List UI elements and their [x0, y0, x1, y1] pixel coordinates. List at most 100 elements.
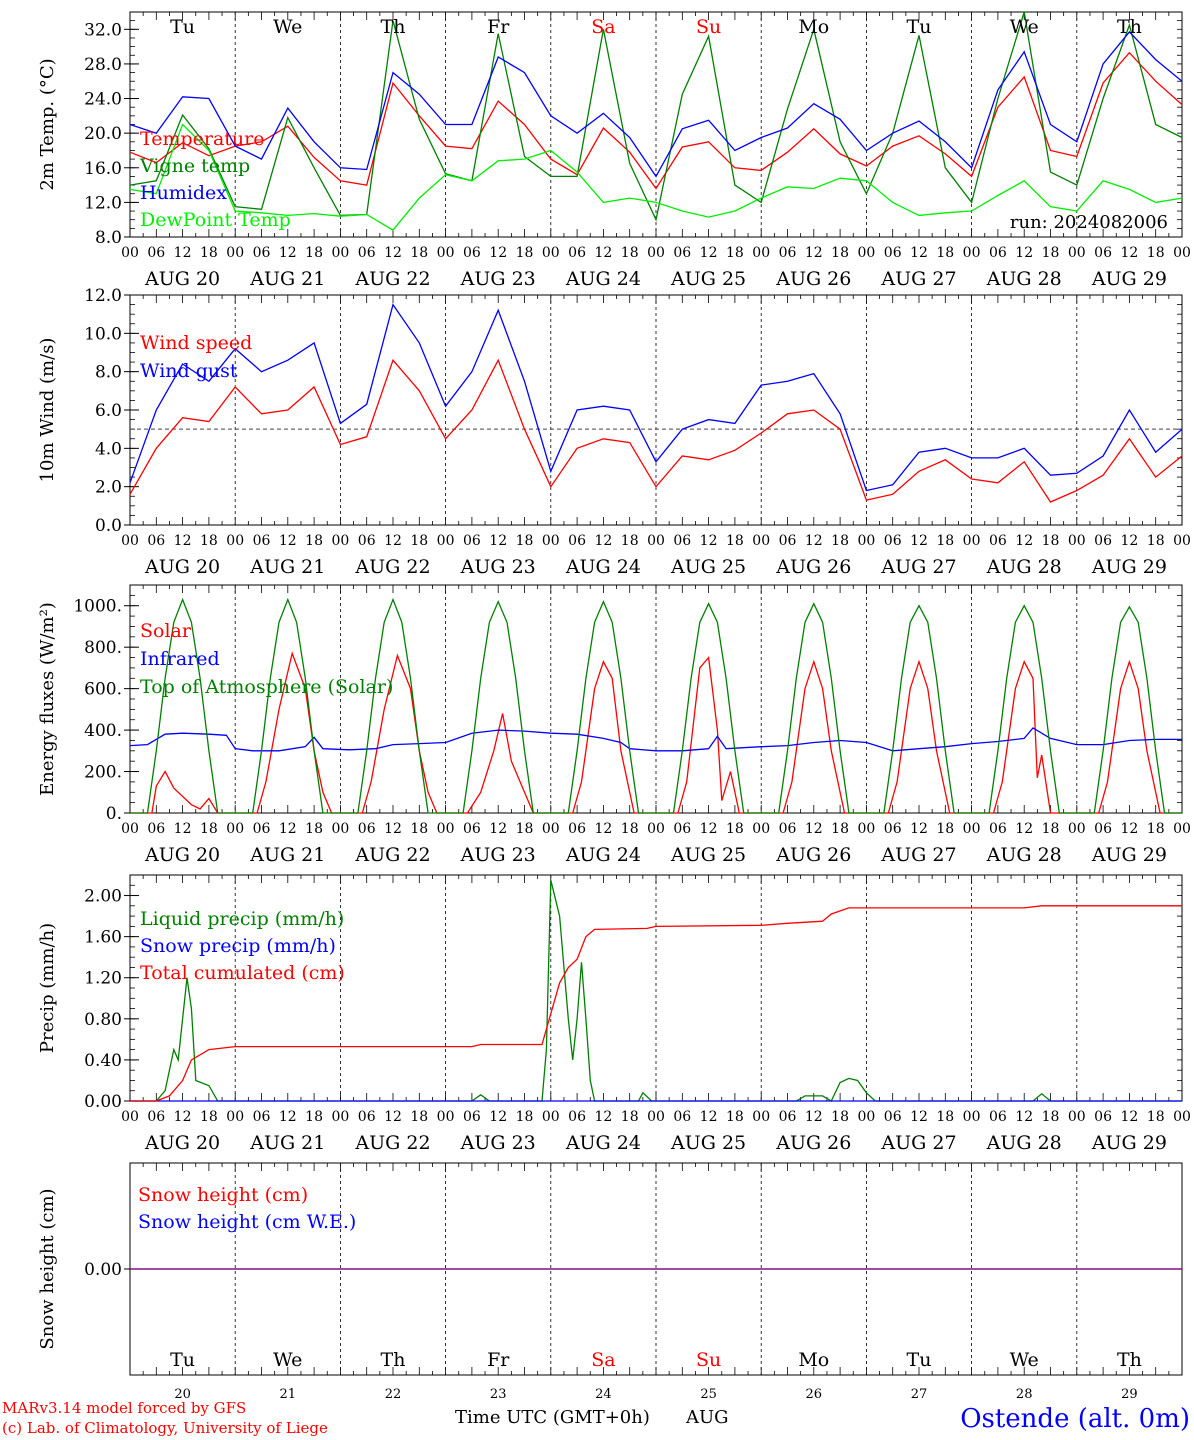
date-label: AUG 21	[249, 844, 325, 866]
date-label: AUG 26	[775, 556, 851, 578]
x-tick-label: 12	[174, 245, 192, 261]
x-tick-label: 18	[410, 533, 428, 549]
x-tick-label: 12	[910, 533, 928, 549]
x-tick-label: 00	[963, 245, 981, 261]
x-tick-label: 12	[1015, 533, 1033, 549]
day-name: Tu	[907, 1349, 932, 1371]
x-tick-label: 06	[884, 533, 902, 549]
x-tick-label: 12	[489, 245, 507, 261]
legend-entry: Snow height (cm W.E.)	[138, 1211, 356, 1233]
y-tick-label: 20.0	[84, 124, 122, 144]
x-tick-label: 06	[358, 533, 376, 549]
date-label: AUG 20	[144, 556, 220, 578]
x-tick-label: 00	[857, 821, 875, 837]
x-tick-label: 00	[647, 1109, 665, 1125]
x-tick-label: 18	[200, 821, 218, 837]
legend-entry: Top of Atmosphere (Solar)	[140, 676, 393, 698]
x-tick-label: 00	[647, 821, 665, 837]
day-name: We	[273, 16, 302, 38]
x-tick-label: 12	[1015, 821, 1033, 837]
x-tick-label: 00	[121, 1109, 139, 1125]
x-tick-label: 00	[752, 821, 770, 837]
y-tick-label: 1.20	[84, 969, 122, 989]
y-axis-label: 10m Wind (m/s)	[37, 338, 58, 483]
x-tick-label: 18	[936, 245, 954, 261]
x-tick-label: 00	[1068, 821, 1086, 837]
date-label: AUG 20	[144, 844, 220, 866]
day-number: 28	[1016, 1387, 1033, 1402]
x-tick-label: 18	[516, 821, 534, 837]
date-label: AUG 24	[565, 844, 641, 866]
x-tick-label: 06	[884, 1109, 902, 1125]
date-label: AUG 25	[670, 268, 746, 290]
x-tick-label: 18	[200, 533, 218, 549]
x-tick-label: 12	[174, 821, 192, 837]
x-tick-label: 06	[253, 533, 271, 549]
x-tick-label: 18	[410, 1109, 428, 1125]
date-label: AUG 20	[144, 268, 220, 290]
legend-entry: Temperature	[140, 128, 264, 150]
date-label: AUG 22	[354, 268, 430, 290]
x-tick-label: 12	[594, 1109, 612, 1125]
panel-2: 0.0 2.0 4.0 6.0 8.0 10.0 12.0 10m Wind (m/s) Win…	[37, 286, 1191, 578]
x-tick-label: 06	[779, 1109, 797, 1125]
day-name: Fr	[487, 16, 510, 38]
x-tick-label: 12	[805, 821, 823, 837]
legend-entry: Liquid precip (mm/h)	[140, 908, 344, 930]
date-label: AUG 23	[460, 556, 536, 578]
x-tick-label: 18	[305, 1109, 323, 1125]
x-tick-label: 18	[726, 533, 744, 549]
series-line	[129, 358, 1183, 503]
x-tick-label: 00	[542, 1109, 560, 1125]
series-line	[130, 879, 1182, 1102]
panel-1: 8.0 12.0 16.0 20.0 24.0 28.0 32.0 2m Temp. (°C)…	[37, 11, 1191, 290]
run-annotation: run: 2024082006	[1010, 212, 1168, 233]
x-tick-label: 12	[1120, 821, 1138, 837]
x-tick-label: 12	[700, 821, 718, 837]
day-name: Tu	[907, 16, 932, 38]
x-tick-label: 06	[568, 245, 586, 261]
series-line	[129, 30, 1183, 178]
series-line	[130, 651, 1182, 814]
date-label: AUG 28	[986, 1132, 1062, 1154]
day-number: 26	[806, 1387, 823, 1402]
x-tick-label: 00	[1068, 1109, 1086, 1125]
x-tick-label: 00	[437, 1109, 455, 1125]
x-tick-label: 18	[200, 1109, 218, 1125]
day-name: Su	[696, 1349, 721, 1371]
x-tick-label: 12	[279, 533, 297, 549]
x-tick-label: 06	[779, 821, 797, 837]
x-tick-label: 06	[253, 1109, 271, 1125]
x-tick-label: 00	[226, 821, 244, 837]
x-tick-label: 00	[1173, 533, 1191, 549]
panels: 8.0 12.0 16.0 20.0 24.0 28.0 32.0 2m Temp. (°C)…	[37, 11, 1191, 1376]
x-tick-label: 06	[1094, 821, 1112, 837]
x-tick-label: 00	[1173, 821, 1191, 837]
x-tick-label: 00	[647, 245, 665, 261]
panel-5: 0.00 Snow height (cm) Snow height (cm) Snow…	[37, 1162, 1183, 1376]
date-label: AUG 23	[460, 844, 536, 866]
day-number: 25	[700, 1387, 717, 1402]
day-name: Sa	[591, 16, 615, 38]
day-number: 29	[1121, 1387, 1138, 1402]
y-tick-label: 1000.	[73, 597, 122, 617]
x-tick-label: 12	[174, 533, 192, 549]
x-tick-label: 00	[437, 821, 455, 837]
x-tick-label: 06	[673, 533, 691, 549]
date-label: AUG 25	[670, 556, 746, 578]
x-tick-label: 06	[358, 1109, 376, 1125]
x-tick-label: 00	[857, 1109, 875, 1125]
x-tick-label: 06	[147, 1109, 165, 1125]
x-tick-label: 18	[200, 245, 218, 261]
date-label: AUG 27	[880, 1132, 956, 1154]
series-line	[129, 727, 1182, 752]
x-tick-label: 18	[1042, 533, 1060, 549]
date-label: AUG 28	[986, 844, 1062, 866]
y-tick-label: 24.0	[84, 90, 122, 110]
day-name: Mo	[798, 16, 829, 38]
x-tick-label: 18	[305, 245, 323, 261]
y-tick-label: 600.	[84, 680, 122, 700]
x-tick-label: 00	[752, 1109, 770, 1125]
y-tick-label: 12.0	[84, 193, 122, 213]
panel-4: 0.00 0.40 0.80 1.20 1.60 2.00 Precip (mm/h) Liq…	[37, 874, 1191, 1154]
